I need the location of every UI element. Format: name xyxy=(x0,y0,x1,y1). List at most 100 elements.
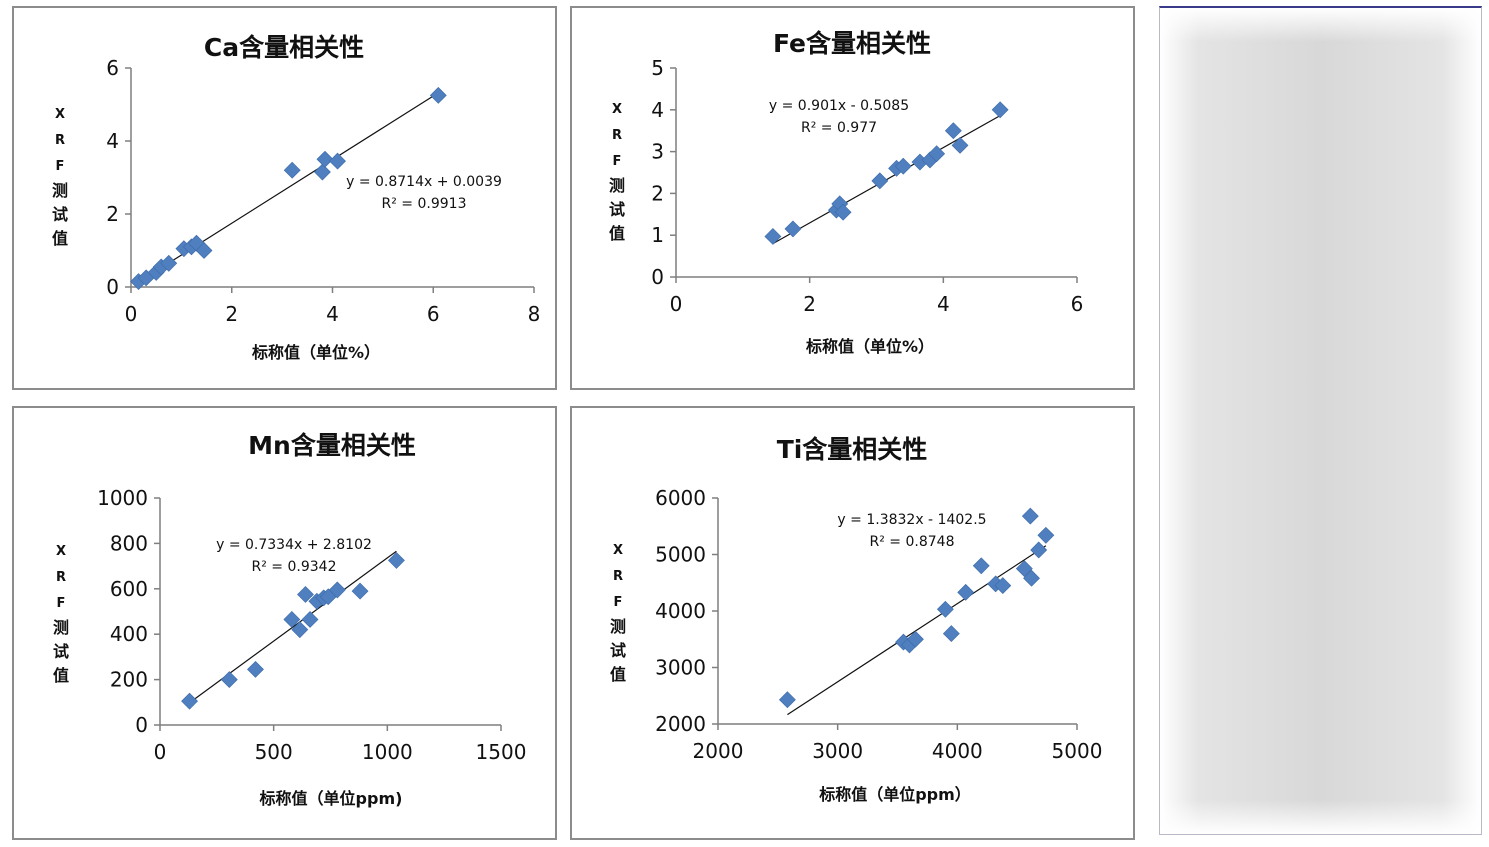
x-tick-label: 6 xyxy=(427,302,440,326)
x-tick-label: 4 xyxy=(937,292,950,316)
data-point xyxy=(160,254,178,272)
data-point xyxy=(1037,526,1055,544)
y-tick-label: 400 xyxy=(110,622,148,646)
x-tick-label: 0 xyxy=(670,292,683,316)
data-point xyxy=(314,163,331,181)
chart-fe: Fe含量相关性 0 2 4 6 0 1 2 3 4 5 y = 0.901x - 0.5085 R² =… xyxy=(609,29,1084,356)
x-tick-label: 4000 xyxy=(932,739,983,763)
data-point xyxy=(283,161,301,179)
data-point xyxy=(351,582,369,600)
y-tick-label: 4 xyxy=(106,129,119,153)
y-tick-label: 6 xyxy=(106,56,119,80)
chart-panel-fe: Fe含量相关性 0 2 4 6 0 1 2 3 4 5 y = 0.901x - 0.5085 R² =… xyxy=(570,6,1135,390)
y-tick-label: 800 xyxy=(110,531,148,555)
y-tick-label: 5 xyxy=(651,56,664,80)
y-tick-label: 2000 xyxy=(655,712,706,736)
side-panel-bevel-bottom xyxy=(1160,800,1481,834)
chart-ca: Ca含量相关性 0 2 4 6 8 0 2 4 6 y = 0.8714x + 0.0039 R² =… xyxy=(52,33,541,362)
data-point xyxy=(894,157,912,175)
chart-panel-mn: Mn含量相关性 0 500 1000 1500 0 200 400 600 800 1000 y = … xyxy=(12,406,557,840)
chart-title: Ca含量相关性 xyxy=(204,33,364,62)
x-tick-label: 1500 xyxy=(476,740,527,764)
data-point xyxy=(972,557,990,575)
data-point xyxy=(944,122,962,140)
data-point xyxy=(1030,541,1048,559)
x-tick-label: 2 xyxy=(803,292,816,316)
side-panel xyxy=(1159,6,1482,835)
y-tick-label: 0 xyxy=(651,265,664,289)
x-tick-label: 2000 xyxy=(693,739,744,763)
data-point xyxy=(195,242,213,259)
chart-panel-ca: Ca含量相关性 0 2 4 6 8 0 2 4 6 y = 0.8714x + 0.0039 R² =… xyxy=(12,6,557,390)
y-tick-label: 5000 xyxy=(655,543,706,567)
data-point xyxy=(1015,560,1033,578)
x-tick-label: 4 xyxy=(326,302,339,326)
data-point xyxy=(951,136,969,154)
data-point xyxy=(301,611,319,628)
data-point xyxy=(784,220,802,238)
data-point xyxy=(1023,569,1040,587)
r-squared-label: R² = 0.9342 xyxy=(252,559,337,575)
r-squared-label: R² = 0.977 xyxy=(801,120,877,136)
x-axis-label: 标称值（单位%） xyxy=(805,337,934,356)
y-tick-label: 3 xyxy=(651,140,664,164)
r-squared-label: R² = 0.9913 xyxy=(382,196,467,212)
trendline-equation: y = 1.3832x - 1402.5 xyxy=(837,512,986,528)
y-axis-label: X R F 测试值 xyxy=(609,102,625,243)
data-point xyxy=(994,577,1012,594)
x-tick-label: 0 xyxy=(125,302,138,326)
data-point xyxy=(928,145,946,163)
y-tick-label: 2 xyxy=(651,181,664,205)
y-tick-label: 4 xyxy=(651,98,664,122)
y-axis-label: X R F 测试值 xyxy=(53,544,69,685)
x-axis-label: 标称值（单位%） xyxy=(251,343,380,362)
data-point xyxy=(283,611,301,628)
x-tick-label: 3000 xyxy=(812,739,863,763)
y-axis-label: X R F 测试值 xyxy=(52,107,68,248)
trendline xyxy=(787,545,1047,716)
y-tick-label: 0 xyxy=(106,275,119,299)
y-tick-label: 6000 xyxy=(655,486,706,510)
x-axis-label: 标称值（单位ppm） xyxy=(818,785,971,804)
data-point xyxy=(907,630,924,648)
chart-mn: Mn含量相关性 0 500 1000 1500 0 200 400 600 800 1000 y = … xyxy=(53,431,527,808)
data-point xyxy=(936,600,954,618)
x-tick-label: 8 xyxy=(528,302,541,326)
x-tick-label: 500 xyxy=(255,740,293,764)
data-point xyxy=(329,152,346,170)
data-point xyxy=(871,172,889,190)
x-tick-label: 6 xyxy=(1071,292,1084,316)
trendline-equation: y = 0.901x - 0.5085 xyxy=(769,98,909,114)
x-tick-label: 2 xyxy=(225,302,238,326)
trendline-equation: y = 0.7334x + 2.8102 xyxy=(216,537,372,553)
y-tick-label: 200 xyxy=(110,668,148,692)
y-tick-label: 600 xyxy=(110,577,148,601)
chart-panel-ti: Ti含量相关性 2000 3000 4000 5000 2000 3000 4000 5000 6… xyxy=(570,406,1135,840)
y-tick-label: 1 xyxy=(651,223,664,247)
r-squared-label: R² = 0.8748 xyxy=(870,534,955,550)
chart-title: Ti含量相关性 xyxy=(777,435,928,464)
side-panel-bevel-top xyxy=(1160,8,1481,42)
data-point xyxy=(220,671,238,689)
x-tick-label: 5000 xyxy=(1052,739,1103,763)
data-point xyxy=(957,583,975,601)
data-point xyxy=(778,691,796,709)
data-point xyxy=(247,660,264,678)
data-point xyxy=(942,625,960,643)
y-tick-label: 4000 xyxy=(655,599,706,623)
data-point xyxy=(291,621,309,639)
y-tick-label: 2 xyxy=(106,202,119,226)
trendline-equation: y = 0.8714x + 0.0039 xyxy=(346,174,502,190)
chart-title: Fe含量相关性 xyxy=(773,29,931,58)
data-point xyxy=(429,86,447,104)
y-tick-label: 0 xyxy=(135,713,148,737)
data-point xyxy=(388,552,405,569)
data-point xyxy=(834,203,852,221)
data-point xyxy=(991,101,1009,119)
y-tick-label: 1000 xyxy=(97,486,148,510)
data-point xyxy=(181,692,198,710)
data-point xyxy=(297,586,314,603)
chart-ti: Ti含量相关性 2000 3000 4000 5000 2000 3000 4000 5000 6… xyxy=(610,435,1103,804)
data-point xyxy=(764,228,782,245)
x-tick-label: 0 xyxy=(154,740,167,764)
